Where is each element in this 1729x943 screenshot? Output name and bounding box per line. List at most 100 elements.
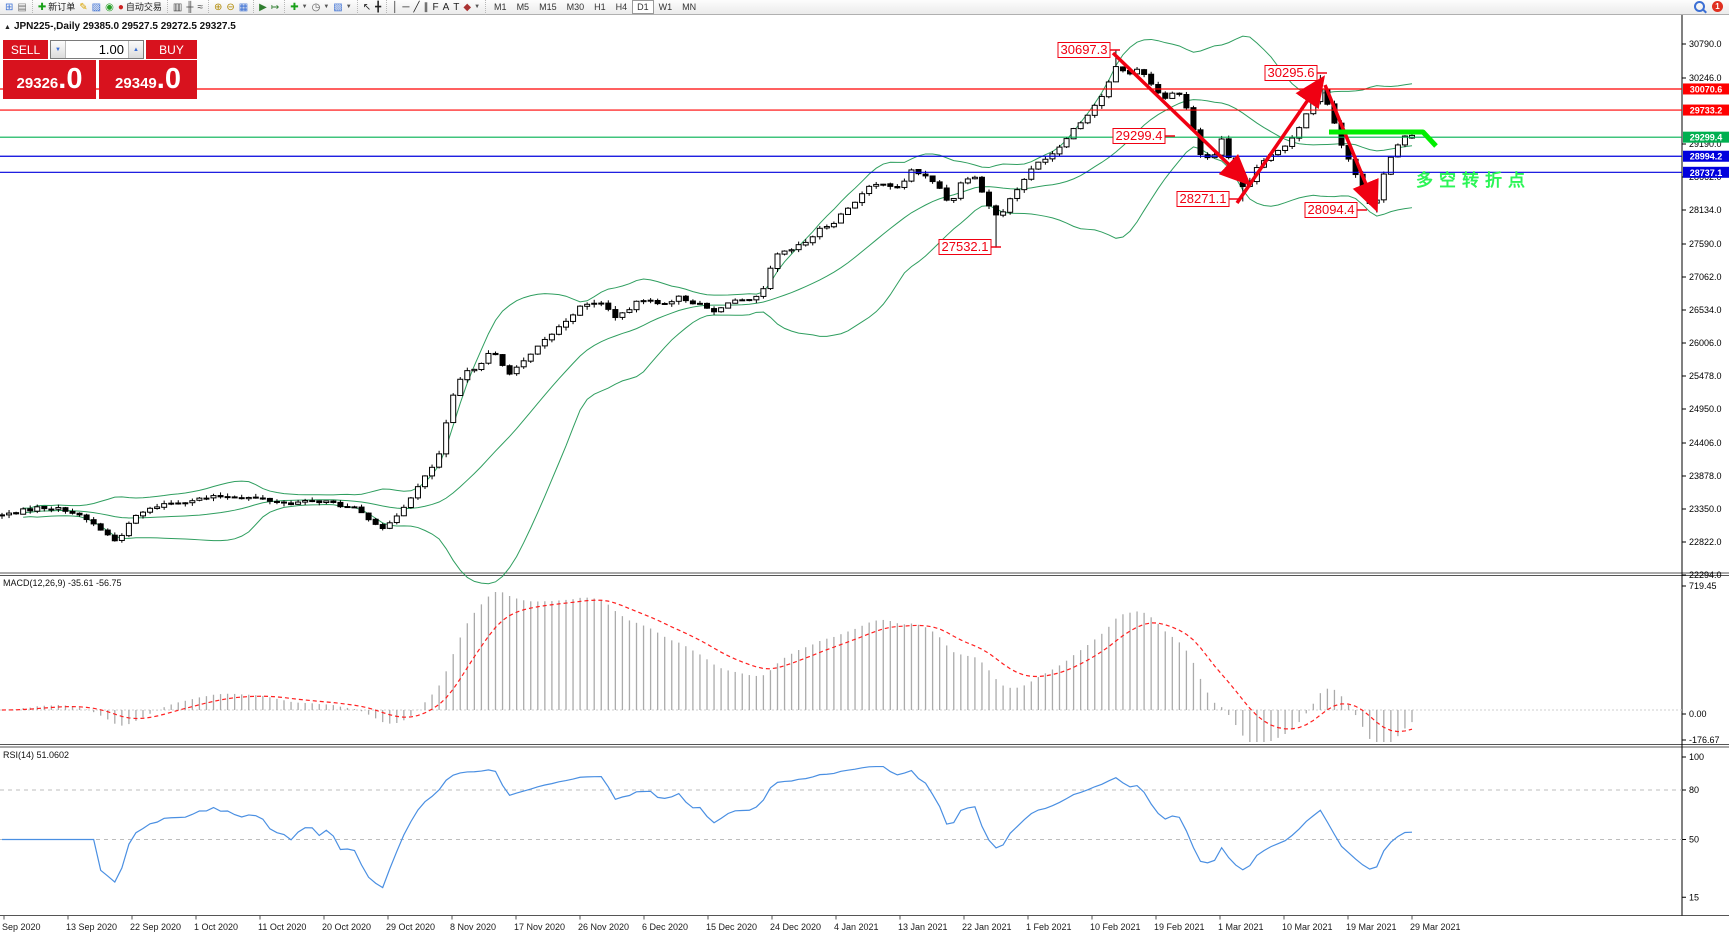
toolbar-group: │ ─ ╱ ∥ F A T ◆ ▼ [386,0,485,15]
volume-decrease-button[interactable]: ▼ [51,41,66,58]
chevron-down-icon[interactable]: ▼ [474,3,481,10]
arrows-icon[interactable]: ◆ ▼ [463,1,481,13]
sell-price-pips: .0 [58,63,83,95]
svg-text:28737.1: 28737.1 [1690,168,1723,178]
sell-price-int: 29326 [16,75,59,92]
crosshair-icon[interactable]: ╋ [375,1,382,13]
buy-price-int: 29349 [115,75,157,92]
timeframe-button-h1[interactable]: H1 [594,2,606,12]
svg-text:10 Feb 2021: 10 Feb 2021 [1090,922,1141,932]
svg-text:80: 80 [1689,785,1699,795]
svg-text:Sep 2020: Sep 2020 [2,922,41,932]
ohlc-values: 29385.0 29527.5 29272.5 29327.5 [82,21,236,32]
buy-button[interactable]: BUY [146,40,197,59]
svg-text:24 Dec 2020: 24 Dec 2020 [770,922,821,932]
timeframe-button-m1[interactable]: M1 [494,2,507,12]
timeframe-button-m5[interactable]: M5 [516,2,530,12]
zoom-in-icon[interactable]: ⊕ [213,1,223,13]
svg-text:27590.0: 27590.0 [1689,239,1722,249]
svg-text:30246.0: 30246.0 [1689,73,1722,83]
collapse-triangle-icon[interactable]: ▲ [4,24,11,31]
price-annotation[interactable]: 28094.4 [1304,202,1358,218]
metaeditor-icon[interactable]: ✎ [79,1,88,13]
sell-button[interactable]: SELL [3,40,48,59]
svg-text:22822.0: 22822.0 [1689,537,1722,547]
zoom-out-icon[interactable]: ⊖ [226,1,235,13]
svg-text:1 Mar 2021: 1 Mar 2021 [1218,922,1264,932]
chevron-down-icon[interactable]: ▼ [301,3,308,10]
svg-text:22294.0: 22294.0 [1689,570,1722,580]
svg-text:29733.2: 29733.2 [1690,106,1723,116]
autotrading-icon[interactable]: ● 自动交易 [117,1,162,13]
svg-text:23878.0: 23878.0 [1689,471,1722,481]
svg-text:19 Feb 2021: 19 Feb 2021 [1154,922,1205,932]
price-annotation[interactable]: 28271.1 [1176,191,1230,207]
periods-icon[interactable]: ◷ ▼ [311,1,330,13]
sell-price-button[interactable]: 29326.0 [3,60,96,99]
indicators-icon[interactable]: ✚ ▼ [290,1,308,13]
svg-text:13 Jan 2021: 13 Jan 2021 [898,922,948,932]
trendline-icon[interactable]: ╱ [413,1,420,13]
horizontal-line-icon[interactable]: ─ [402,1,410,13]
notifications-badge[interactable]: 1 [1712,1,1723,12]
chart-title: ▲ JPN225-,Daily 29385.0 29527.5 29272.5 2… [4,21,236,32]
new-chart-icon[interactable]: ⊞ [5,1,14,13]
timeframe-button-m30[interactable]: M30 [566,2,585,12]
timeframe-button-w1[interactable]: W1 [658,2,673,12]
macd-indicator-label: MACD(12,26,9) -35.61 -56.75 [3,578,122,588]
timeframe-button-mn[interactable]: MN [682,2,697,12]
label-icon[interactable]: T [453,1,460,13]
channel-icon[interactable]: ∥ [423,1,429,13]
svg-text:26006.0: 26006.0 [1689,338,1722,348]
svg-text:100: 100 [1689,752,1704,762]
svg-text:30790.0: 30790.0 [1689,39,1722,49]
strategy-tester-icon[interactable]: ▨ [91,1,102,13]
toolbar-group: ↖ ╋ [356,0,386,15]
bar-chart-icon[interactable]: ▥ [172,1,183,13]
volume-input[interactable] [66,41,128,58]
chart-note-text[interactable]: 多空转折点 [1416,171,1531,190]
tile-windows-icon[interactable]: ▦ [238,1,249,13]
signals-icon[interactable]: ◉ [105,1,114,13]
chevron-down-icon[interactable]: ▼ [345,3,352,10]
svg-text:29299.4: 29299.4 [1690,133,1723,143]
auto-scroll-icon[interactable]: ▶ [259,1,267,13]
volume-increase-button[interactable]: ▲ [128,41,143,58]
svg-text:1 Oct 2020: 1 Oct 2020 [194,922,238,932]
cursor-icon[interactable]: ↖ [362,1,372,13]
one-click-trading-panel: SELL ▼ ▲ BUY 29326.0 29349.0 [3,40,197,99]
toolbar-group: ▶ ↦ [253,0,284,15]
search-icon[interactable] [1694,1,1705,12]
price-annotation[interactable]: 30295.6 [1264,65,1318,81]
new-order-icon[interactable]: ✚ 新订单 [37,1,76,13]
price-annotation[interactable]: 29299.4 [1112,128,1166,144]
templates-icon[interactable]: ▧ ▼ [333,1,352,13]
svg-text:22 Sep 2020: 22 Sep 2020 [130,922,181,932]
svg-text:4 Jan 2021: 4 Jan 2021 [834,922,879,932]
price-annotation[interactable]: 27532.1 [938,239,992,255]
fibonacci-icon[interactable]: F [432,1,439,13]
price-annotation[interactable]: 30697.3 [1057,42,1111,58]
svg-text:26 Nov 2020: 26 Nov 2020 [578,922,629,932]
timeframe-button-h4[interactable]: H4 [615,2,628,12]
buy-price-button[interactable]: 29349.0 [99,60,197,99]
vertical-line-icon[interactable]: │ [392,1,399,13]
timeframe-button-d1[interactable]: D1 [632,0,654,14]
timeframe-button-m15[interactable]: M15 [539,2,557,12]
line-chart-icon[interactable]: ≈ [197,1,203,13]
candlestick-chart-icon[interactable]: ╫ [186,1,194,13]
chevron-down-icon[interactable]: ▼ [323,3,330,10]
svg-text:8 Nov 2020: 8 Nov 2020 [450,922,496,932]
svg-text:27062.0: 27062.0 [1689,272,1722,282]
chart-shift-icon[interactable]: ↦ [270,1,280,13]
toolbar-group: ⊕ ⊖ ▦ [207,0,253,15]
toolbar-group: ✚ 新订单 ✎ ▨ ◉ ● 自动交易 [31,0,167,15]
text-icon[interactable]: A [442,1,450,13]
svg-text:1 Feb 2021: 1 Feb 2021 [1026,922,1072,932]
toolbar-groups: ⊞ ▤ ✚ 新订单 ✎ ▨ ◉ ● 自动交易 ▥ ╫ ≈ ⊕ ⊖ ▦ ▶ ↦ ✚ ▼ ◷ ▼ ▧ ▼ ↖ ╋ │ ─ ╱ ∥ F A T ◆ ▼ [0,0,485,15]
toolbar-group: ⊞ ▤ [0,0,32,15]
profiles-icon[interactable]: ▤ [17,1,27,13]
rsi-indicator-label: RSI(14) 51.0602 [3,750,70,760]
